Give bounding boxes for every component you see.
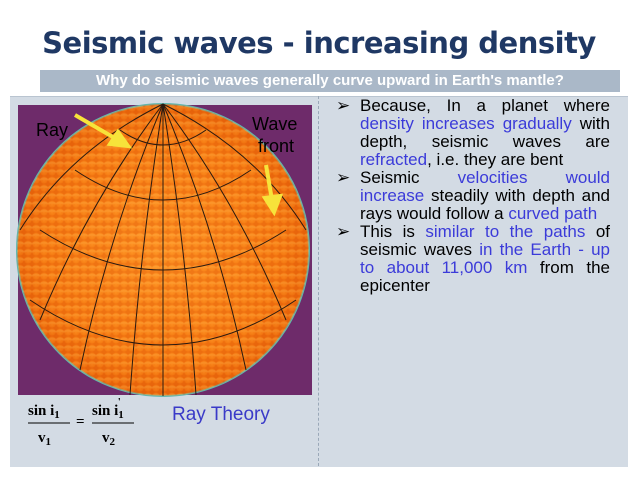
bullet-text: This is [360,222,426,241]
caption: Ray Theory [172,404,270,425]
bullet-text: of seismic waves [360,222,611,259]
wavefront [74,169,252,201]
bullet-list: ➢ Because, In a planet where density incr… [334,97,610,295]
formula-text: sin i1' [92,396,124,421]
wavefront [29,299,297,346]
wave-arrow [264,164,274,201]
subtitle-banner: Why do seismic waves generally curve upw… [40,70,620,92]
bullet-text: with depth, seismic waves are [360,114,610,151]
bullet-text: , i.e. they are bent [427,150,564,169]
wavefront [119,129,207,146]
wavefront [39,229,287,271]
ray [79,103,164,371]
snell-formula: sin i1 v1 = sin i1' v2 [28,396,134,448]
formula-text: v [38,430,46,446]
ray-label: Ray [36,120,68,140]
ray [129,103,164,396]
bullet-text: from the epicenter [360,258,610,295]
ray-arrow [73,113,120,142]
highlighted-text: refracted [360,150,428,169]
formula-text: v2 [102,430,116,448]
formula-text: = [76,414,85,430]
ray [162,103,287,321]
highlighted-text: in the Earth - up to about 11,000 km [360,240,610,277]
front-label: front [258,136,294,156]
slide-title: Seismic waves - increasing density [42,26,596,60]
ray-paths [19,103,307,396]
bullet-text: Seismic [360,168,458,187]
wave-label: Wave [252,114,297,134]
formula-text: ' [118,396,121,408]
ray [162,103,307,231]
arrows [73,113,284,217]
formula-text: sin i [28,403,54,419]
formula-text: v1 [38,430,51,448]
formula-text: 1 [46,436,52,448]
ray [39,103,164,321]
formula-text: 1 [54,409,60,421]
bullet-item: ➢ Because, In a planet where density incr… [334,97,610,169]
ray [19,103,164,231]
bullet-marker: ➢ [336,96,351,115]
formula-text: 2 [110,436,116,448]
ray [162,103,197,396]
bullet-item: ➢ Seismic velocities would increase stead… [334,169,610,223]
ray [162,103,247,371]
bullet-marker: ➢ [336,168,351,187]
bullet-text: steadily with depth and rays would follo… [360,186,610,223]
highlighted-text: density increases gradually [360,114,572,133]
formula-text: sin i1 [28,403,60,421]
highlighted-text: similar to the paths [425,222,586,241]
bullet-marker: ➢ [336,222,351,241]
bullet-item: ➢ This is similar to the paths of seismi… [334,223,610,295]
formula-text: 1 [118,409,124,421]
divider [318,96,319,466]
highlighted-text: curved path [508,204,598,223]
formula-text: sin i [92,403,118,419]
bullet-text: Because, In a planet where [360,96,610,115]
arrow-head [106,128,133,149]
arrow-head [261,193,284,217]
highlighted-text: velocities would increase [360,168,611,205]
formula-text: v [102,430,110,446]
